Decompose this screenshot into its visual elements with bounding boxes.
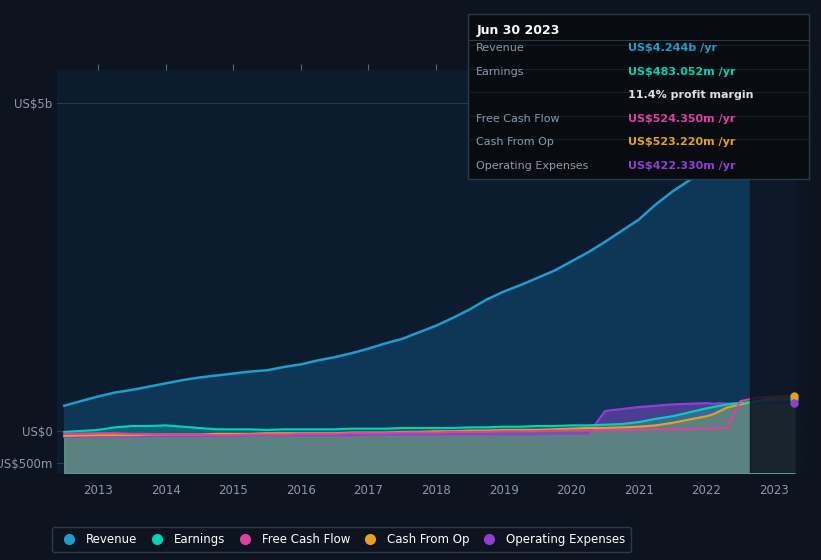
Polygon shape	[750, 70, 805, 473]
Text: US$523.220m /yr: US$523.220m /yr	[628, 137, 736, 147]
Text: US$4.244b /yr: US$4.244b /yr	[628, 43, 717, 53]
Legend: Revenue, Earnings, Free Cash Flow, Cash From Op, Operating Expenses: Revenue, Earnings, Free Cash Flow, Cash …	[52, 527, 631, 552]
Text: US$483.052m /yr: US$483.052m /yr	[628, 67, 736, 77]
Text: 11.4% profit margin: 11.4% profit margin	[628, 90, 754, 100]
Text: Earnings: Earnings	[476, 67, 525, 77]
Text: Revenue: Revenue	[476, 43, 525, 53]
Text: Cash From Op: Cash From Op	[476, 137, 554, 147]
Text: US$422.330m /yr: US$422.330m /yr	[628, 161, 736, 171]
Text: Operating Expenses: Operating Expenses	[476, 161, 589, 171]
Text: Free Cash Flow: Free Cash Flow	[476, 114, 560, 124]
Text: US$524.350m /yr: US$524.350m /yr	[628, 114, 736, 124]
Text: Jun 30 2023: Jun 30 2023	[476, 24, 560, 37]
